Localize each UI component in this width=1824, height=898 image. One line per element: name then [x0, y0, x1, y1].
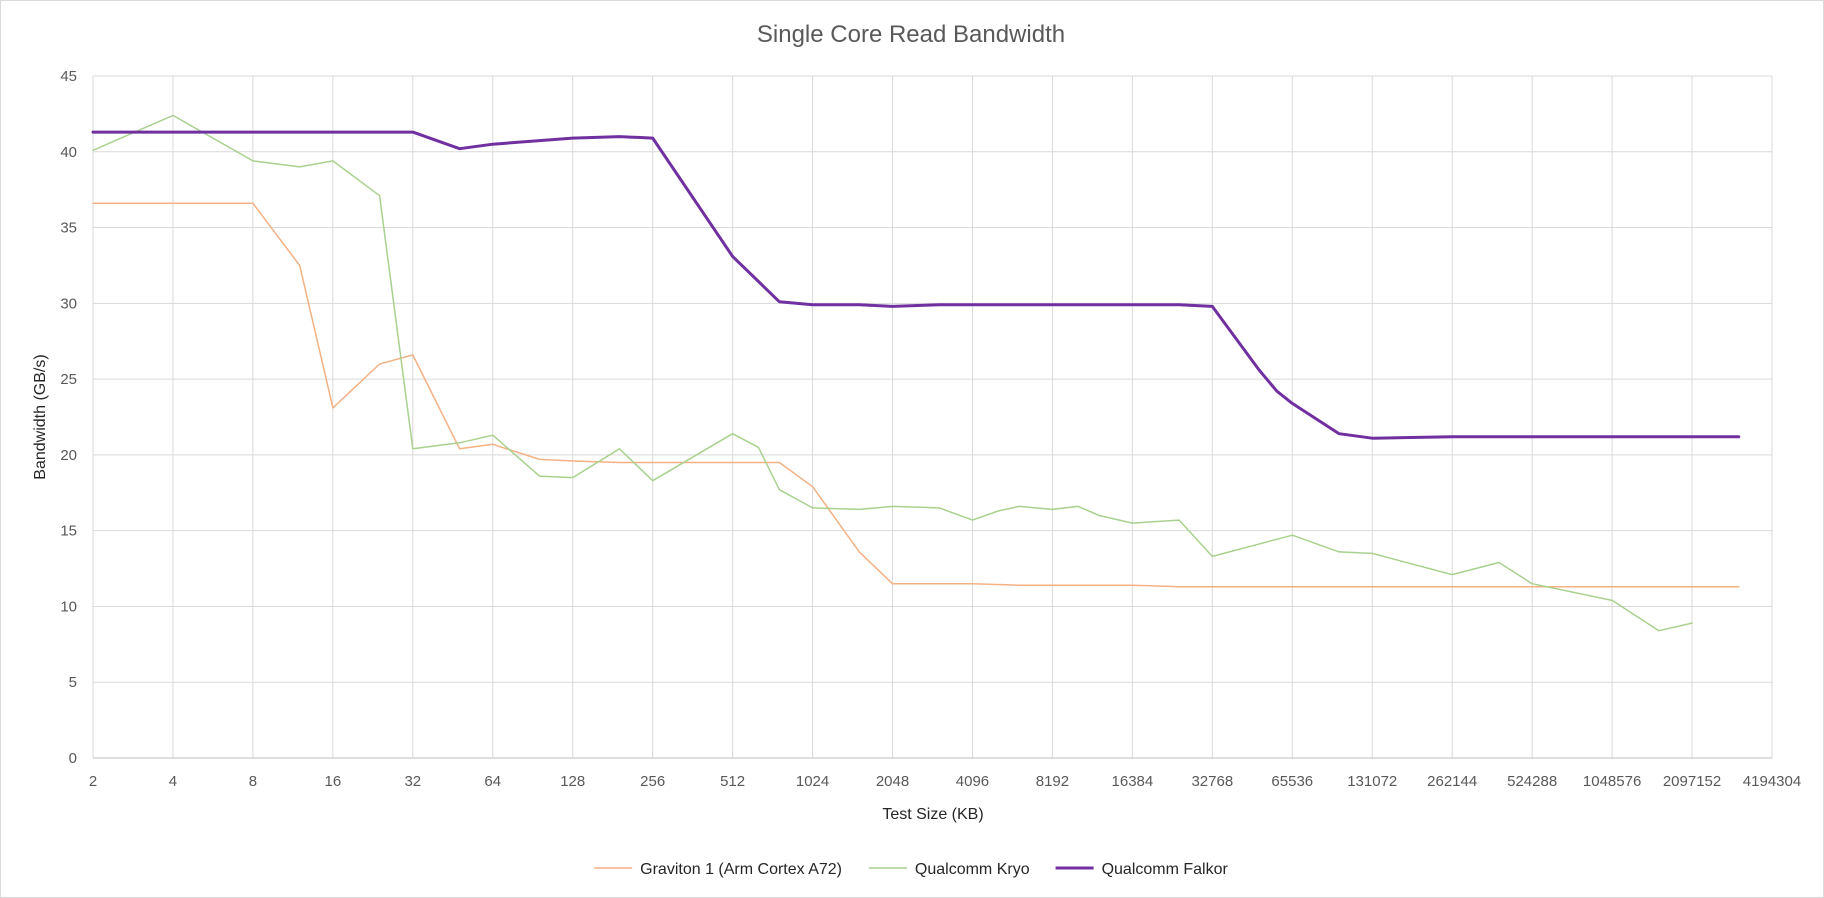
- x-tick-label: 131072: [1347, 773, 1397, 790]
- x-tick-label: 4096: [956, 773, 989, 790]
- y-tick-label: 30: [60, 295, 77, 312]
- y-tick-label: 10: [60, 598, 77, 615]
- x-tick-label: 512: [720, 773, 745, 790]
- legend-label: Qualcomm Kryo: [915, 861, 1030, 878]
- x-tick-label: 16384: [1112, 773, 1154, 790]
- series-line-3: [91, 130, 1741, 440]
- x-tick-label: 8192: [1036, 773, 1069, 790]
- x-tick-label: 2097152: [1663, 773, 1721, 790]
- legend: Graviton 1 (Arm Cortex A72) Qualcomm Kryo…: [594, 861, 1229, 878]
- chart-title: Single Core Read Bandwidth: [757, 21, 1065, 48]
- legend-label: Qualcomm Falkor: [1102, 861, 1229, 878]
- x-tick-label: 1048576: [1583, 773, 1641, 790]
- grid-lines: [92, 75, 1773, 758]
- x-axis-title: Test Size (KB): [882, 806, 983, 823]
- x-tick-label: 16: [325, 773, 342, 790]
- x-tick-label: 65536: [1271, 773, 1313, 790]
- y-tick-label: 35: [60, 220, 77, 237]
- legend-item-1: Graviton 1 (Arm Cortex A72): [594, 861, 842, 878]
- y-tick-label: 15: [60, 523, 77, 540]
- x-tick-label: 128: [560, 773, 585, 790]
- y-tick-label: 5: [69, 674, 77, 691]
- y-axis-title: Bandwidth (GB/s): [32, 354, 49, 479]
- y-tick-label: 40: [60, 144, 77, 161]
- series-lines: [91, 114, 1741, 632]
- x-tick-label: 524288: [1507, 773, 1557, 790]
- x-tick-label: 1024: [796, 773, 829, 790]
- x-tick-label: 262144: [1427, 773, 1477, 790]
- axes: 0 5 10 15 20 25 30 35 40 45 2 4 8 16 32 64 128 256 512 1024…: [60, 68, 1801, 790]
- y-tick-label: 0: [69, 750, 77, 767]
- legend-label: Graviton 1 (Arm Cortex A72): [640, 861, 842, 878]
- x-tick-label: 2: [89, 773, 97, 790]
- x-tick-label: 4: [169, 773, 177, 790]
- x-tick-label: 32: [404, 773, 421, 790]
- x-tick-label: 32768: [1191, 773, 1233, 790]
- x-tick-label: 2048: [876, 773, 909, 790]
- x-tick-label: 256: [640, 773, 665, 790]
- y-tick-label: 25: [60, 371, 77, 388]
- x-tick-label: 8: [249, 773, 257, 790]
- y-tick-label: 45: [60, 68, 77, 85]
- legend-item-2: Qualcomm Kryo: [868, 861, 1030, 878]
- x-tick-label: 4194304: [1743, 773, 1801, 790]
- y-tick-label: 20: [60, 447, 77, 464]
- series-line-1: [92, 202, 1740, 588]
- series-line-2: [92, 114, 1693, 632]
- x-tick-label: 64: [484, 773, 501, 790]
- legend-item-3: Qualcomm Falkor: [1055, 861, 1229, 878]
